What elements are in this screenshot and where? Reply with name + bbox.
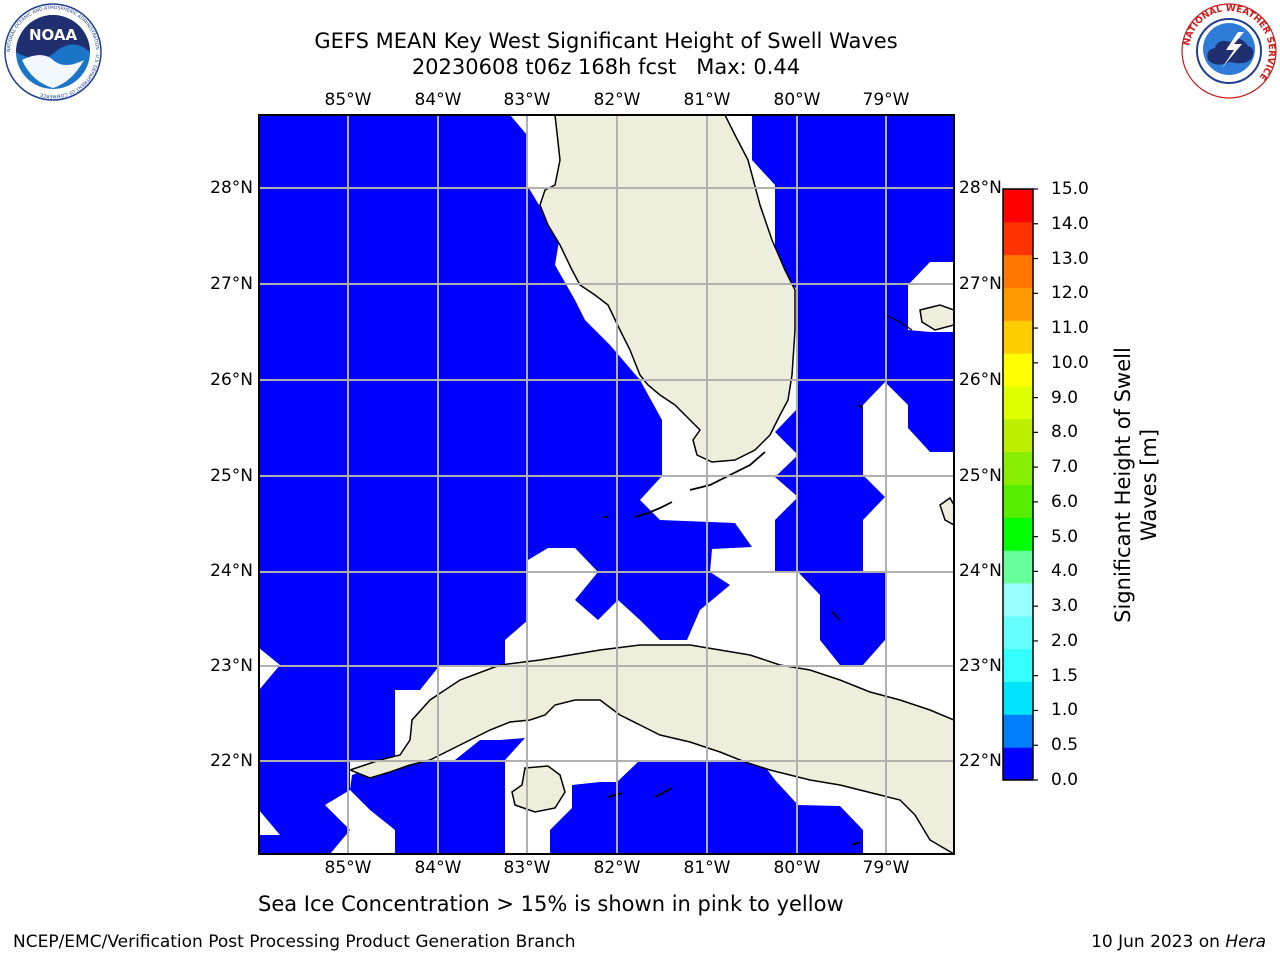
lon-label-top: 82°W — [593, 90, 641, 110]
lon-label-bottom: 84°W — [414, 858, 462, 878]
noaa-logo-icon: NOAA NATIONAL OCEANIC AND ATMOSPHERIC AD… — [4, 3, 102, 101]
colorbar-bin — [1003, 681, 1033, 715]
colorbar-title: Significant Height of Swell Waves [m] — [1110, 315, 1170, 655]
colorbar-tick-label: 0.5 — [1051, 735, 1079, 756]
florida-land — [539, 115, 796, 463]
colorbar-bin — [1003, 648, 1033, 682]
nws-logo-icon: NATIONAL WEATHER SERVICE — [1181, 3, 1277, 99]
colorbar-bin — [1003, 517, 1033, 551]
lat-label-left: 27°N — [210, 274, 253, 294]
ocean-region — [259, 115, 752, 700]
colorbar-tick-label: 13.0 — [1051, 248, 1089, 269]
lat-label-right: 27°N — [959, 274, 1002, 294]
colorbar-bin — [1003, 583, 1033, 617]
colorbar-bin — [1003, 254, 1033, 288]
lon-label-top: 84°W — [414, 90, 462, 110]
svg-text:NOAA: NOAA — [29, 26, 78, 44]
lat-label-right: 22°N — [959, 751, 1002, 771]
colorbar-bin — [1003, 484, 1033, 518]
colorbar-tick-label: 3.0 — [1051, 596, 1079, 617]
colorbar-tick-label: 10.0 — [1051, 352, 1089, 373]
colorbar-tick-label: 5.0 — [1051, 526, 1079, 547]
andros-land — [939, 496, 954, 526]
colorbar-bin — [1003, 320, 1033, 354]
ocean-region — [259, 700, 395, 854]
lon-label-top: 83°W — [503, 90, 551, 110]
colorbar-tick-label: 9.0 — [1051, 387, 1079, 408]
colorbar-tick-label: 8.0 — [1051, 422, 1079, 443]
map-frame — [258, 114, 955, 855]
lon-label-bottom: 85°W — [324, 858, 372, 878]
colorbar-title-line-2: Waves [m] — [1137, 428, 1161, 542]
lat-label-left: 24°N — [210, 561, 253, 581]
cay-islands — [604, 404, 863, 846]
lon-label-bottom: 83°W — [503, 858, 551, 878]
sea-ice-note: Sea Ice Concentration > 15% is shown in … — [258, 892, 844, 916]
colorbar-bin — [1003, 747, 1033, 781]
lon-label-top: 81°W — [683, 90, 731, 110]
footer-host: Hera — [1225, 932, 1266, 952]
colorbar-tick-label: 1.0 — [1051, 700, 1079, 721]
title-line-1: GEFS MEAN Key West Significant Height of… — [314, 29, 898, 53]
footer-date-text: 10 Jun 2023 on — [1091, 932, 1226, 952]
lat-label-right: 25°N — [959, 466, 1002, 486]
colorbar-frame — [1002, 188, 1034, 781]
lon-label-bottom: 80°W — [773, 858, 821, 878]
lat-label-left: 23°N — [210, 656, 253, 676]
lon-label-bottom: 82°W — [593, 858, 641, 878]
colorbar-title-line-1: Significant Height of Swell — [1111, 347, 1135, 623]
colorbar — [1003, 188, 1038, 781]
lon-label-top: 80°W — [773, 90, 821, 110]
lon-label-bottom: 79°W — [862, 858, 910, 878]
lon-label-top: 79°W — [862, 90, 910, 110]
colorbar-tick-label: 14.0 — [1051, 213, 1089, 234]
bahamas-land — [919, 304, 954, 331]
colorbar-tick-label: 6.0 — [1051, 491, 1079, 512]
cuba-land — [347, 644, 954, 854]
colorbar-bin — [1003, 189, 1033, 223]
lon-label-bottom: 81°W — [683, 858, 731, 878]
lat-label-left: 28°N — [210, 178, 253, 198]
colorbar-bin — [1003, 451, 1033, 485]
lat-label-left: 26°N — [210, 370, 253, 390]
colorbar-bin — [1003, 221, 1033, 256]
colorbar-tick-label: 12.0 — [1051, 283, 1089, 304]
colorbar-bin — [1003, 615, 1033, 650]
colorbar-tick-label: 4.0 — [1051, 561, 1079, 582]
gridlines — [259, 115, 954, 854]
colorbar-tick-label: 7.0 — [1051, 457, 1079, 478]
lon-label-top: 85°W — [324, 90, 372, 110]
colorbar-bin — [1003, 386, 1033, 420]
colorbar-tick-label: 2.0 — [1051, 630, 1079, 651]
lat-label-right: 26°N — [959, 370, 1002, 390]
bahamas-coast — [885, 314, 913, 331]
lat-label-right: 28°N — [959, 178, 1002, 198]
lat-label-right: 23°N — [959, 656, 1002, 676]
colorbar-bin — [1003, 714, 1033, 748]
colorbar-bin — [1003, 550, 1033, 584]
colorbar-bin — [1003, 418, 1033, 453]
colorbar-tick-label: 11.0 — [1051, 318, 1089, 339]
colorbar-bin — [1003, 353, 1033, 387]
lat-label-left: 25°N — [210, 466, 253, 486]
colorbar-tick-label: 1.5 — [1051, 665, 1079, 686]
footer-credit: NCEP/EMC/Verification Post Processing Pr… — [13, 932, 576, 952]
title-line-2: 20230608 t06z 168h fcst Max: 0.44 — [411, 55, 801, 79]
colorbar-tick-label: 15.0 — [1051, 179, 1089, 199]
colorbar-bin — [1003, 287, 1033, 321]
lat-label-left: 22°N — [210, 751, 253, 771]
colorbar-tick-label: 0.0 — [1051, 770, 1079, 790]
isla-juventud — [511, 765, 566, 813]
lat-label-right: 24°N — [959, 561, 1002, 581]
ocean-region — [752, 115, 954, 665]
footer-date: 10 Jun 2023 on Hera — [1091, 932, 1266, 952]
